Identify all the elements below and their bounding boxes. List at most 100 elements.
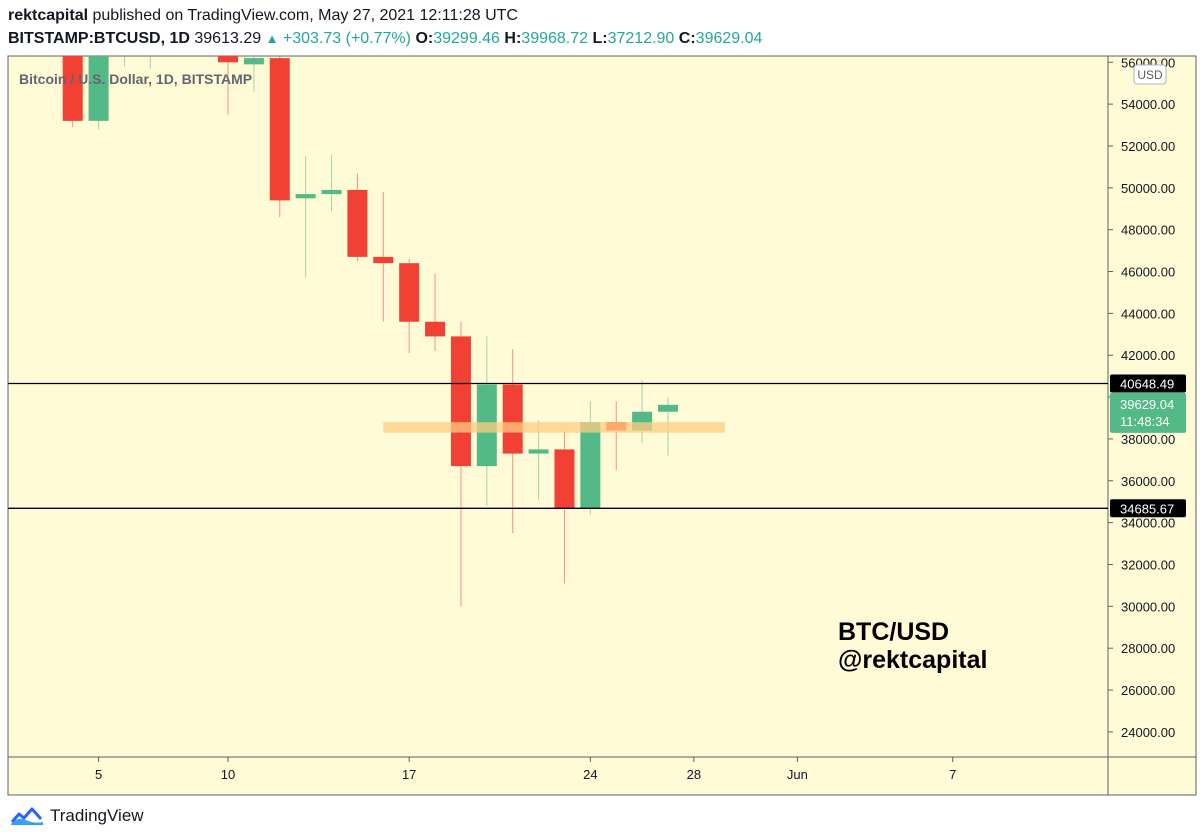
up-triangle-icon: ▲ [265,31,279,46]
candle-body [88,56,109,121]
time-tick-label: 5 [95,767,102,782]
candle-body [450,336,471,467]
line-price-text: 40648.49 [1120,377,1174,392]
open-label: O: [415,30,434,47]
candle-body [166,16,186,24]
plot-area[interactable] [8,56,1108,757]
candle-body [373,256,394,264]
countdown-text: 11:48:34 [1120,414,1170,429]
candle[interactable] [554,430,575,584]
candle-body [425,321,446,337]
publish-line: rektcapital published on TradingView.com… [8,6,1188,26]
ohlc-line: BITSTAMP:BTCUSD, 1D 39613.29 ▲ +303.73 (… [8,28,1188,50]
current-price-label: 39629.04 11:48:34 [1110,392,1186,433]
currency-badge[interactable]: USD [1133,64,1167,85]
low-label: L: [592,30,608,47]
candle[interactable] [399,258,420,354]
price-tick-label: 52000.00 [1121,139,1175,154]
candle[interactable] [502,348,523,534]
support-zone[interactable] [383,422,725,433]
current-price-badge [1110,392,1186,433]
published-text: published on TradingView.com, May 27, 20… [92,7,518,24]
candle[interactable] [62,29,83,128]
candle[interactable] [218,37,238,115]
close-value: 39629.04 [695,30,763,47]
candle[interactable] [425,273,446,352]
price-tick-label: 24000.00 [1121,725,1175,740]
candle[interactable] [140,16,160,69]
candle-body [140,25,160,35]
price-tick-label: 50000.00 [1121,181,1175,196]
time-tick-label: 17 [402,767,416,782]
candle-body [218,56,238,63]
candle[interactable] [88,35,109,130]
candle[interactable] [114,10,134,67]
line-price-text: 34685.67 [1120,501,1174,516]
price-tick-label: 38000.00 [1121,432,1175,447]
price-change: +303.73 (+0.77%) [282,30,411,47]
candle[interactable] [528,420,549,500]
plot-content [62,0,725,607]
symbol-label: BITSTAMP:BTCUSD, 1D [8,30,190,47]
high-label: H: [504,30,522,47]
candle-body [399,263,420,322]
chart-header: rektcapital published on TradingView.com… [8,6,1188,50]
candle-body [192,12,212,16]
price-tick-label: 26000.00 [1121,683,1175,698]
time-axis[interactable] [8,757,1196,795]
price-tick-label: 42000.00 [1121,348,1175,363]
price-tick-label: 34000.00 [1121,516,1175,531]
time-tick-label: Jun [787,767,808,782]
candle[interactable] [269,23,290,218]
candle[interactable] [243,41,264,92]
candle-body [658,404,678,412]
time-axis-labels: 5 10 17 24 28 Jun 7 [95,757,956,782]
price-tick-label: 46000.00 [1121,265,1175,280]
tradingview-logo-icon[interactable] [10,806,44,826]
price-tick-label: 32000.00 [1121,557,1175,572]
time-tick-label: 24 [583,767,597,782]
current-price-text: 39629.04 [1120,397,1174,412]
candle[interactable] [347,173,368,262]
price-tick-label: 36000.00 [1121,474,1175,489]
candle[interactable] [192,0,212,52]
candle[interactable] [295,156,316,278]
candle-body [243,58,264,65]
candle-body [62,56,83,121]
candle[interactable] [373,192,394,322]
price-tick-label: 48000.00 [1121,223,1175,238]
time-tick-label: 28 [687,767,701,782]
candle-body [580,422,601,508]
price-tick-label: 44000.00 [1121,306,1175,321]
candle-body [321,189,342,195]
time-tick-label: 7 [949,767,956,782]
line-price-label: 34685.67 [1110,499,1186,518]
price-tick-label: 28000.00 [1121,641,1175,656]
last-price: 39613.29 [194,30,262,47]
line-price-badge [1110,499,1186,518]
tradingview-brand[interactable]: TradingView [50,806,144,825]
open-value: 39299.46 [433,30,500,47]
line-price-label: 40648.49 [1110,374,1186,393]
time-tick-label: 10 [221,767,235,782]
price-tick-label: 54000.00 [1121,97,1175,112]
currency-badge-box [1133,64,1167,85]
footer: TradingView [10,803,144,829]
candle-body [528,449,549,454]
candle[interactable] [580,401,601,515]
candle-body [347,189,368,257]
candle[interactable] [450,321,471,607]
high-value: 39968.72 [521,30,589,47]
candle-body [269,58,290,201]
close-label: C: [678,30,696,47]
low-value: 37212.90 [607,30,675,47]
line-price-badge [1110,374,1186,393]
candle[interactable] [166,0,186,46]
author-name[interactable]: rektcapital [8,7,89,24]
watermark-handle: @rektcapital [838,646,987,674]
candle[interactable] [321,154,342,211]
candle-body [114,35,134,39]
watermark-pair: BTC/USD [838,618,949,646]
currency-badge-label: USD [1137,68,1163,82]
